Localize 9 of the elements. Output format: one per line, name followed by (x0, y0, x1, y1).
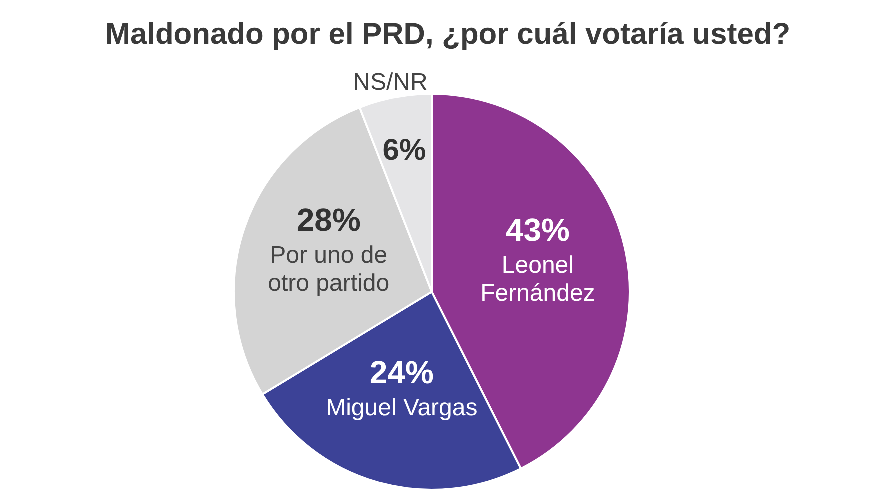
data-label: 28% (296, 202, 361, 238)
slice-label: NS/NR (353, 69, 428, 96)
data-label: 43% (506, 212, 570, 248)
chart-title: Maldonado por el PRD, ¿por cuál votaría usted? (105, 18, 791, 51)
slice-label: Miguel Vargas (326, 394, 478, 422)
slice-label: Leonel Fernández (480, 252, 596, 307)
data-label: 24% (370, 354, 434, 391)
data-label: 6% (382, 134, 426, 168)
slice-label: Por uno de otro partido (268, 242, 390, 298)
